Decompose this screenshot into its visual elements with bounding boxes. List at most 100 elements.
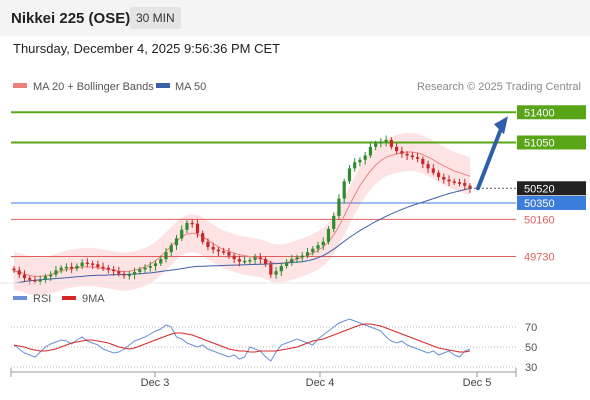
candle-body <box>374 143 378 147</box>
x-tick-label: Dec 5 <box>463 377 492 389</box>
rsi-tick-30: 30 <box>525 362 537 374</box>
candle-body <box>321 241 325 246</box>
candle-body <box>75 266 79 269</box>
candle-body <box>342 181 346 199</box>
rsi-legend-label: RSI <box>33 293 51 305</box>
candle-body <box>59 267 63 271</box>
ma50-line <box>13 187 471 284</box>
candle-body <box>237 259 241 262</box>
candle-body <box>290 259 294 263</box>
candle-body <box>389 139 393 147</box>
candle-body <box>311 248 315 253</box>
candle-body <box>17 270 21 275</box>
candle-body <box>232 255 236 260</box>
level-label-51050: 51050 <box>524 138 555 150</box>
last-price-tag <box>517 181 586 196</box>
candle-body <box>274 271 278 275</box>
candle-body <box>216 249 221 252</box>
candle-body <box>305 252 310 256</box>
candle-body <box>117 271 121 274</box>
candle-body <box>263 259 268 265</box>
candle-body <box>70 266 74 269</box>
ma50-legend-label: MA 50 <box>175 81 206 93</box>
candle-body <box>243 260 247 263</box>
candle-body <box>201 233 205 242</box>
instrument-title: Nikkei 225 (OSE) <box>11 10 131 27</box>
rsi-legend-swatch <box>13 296 27 300</box>
candle-body <box>258 257 262 260</box>
credit-label: Research © 2025 Trading Central <box>417 81 581 93</box>
rsi-tick-70: 70 <box>525 322 537 334</box>
candle-body <box>174 238 179 246</box>
rsi-tick-50: 50 <box>525 342 537 354</box>
level-label-49730: 49730 <box>524 252 555 264</box>
candle-body <box>91 263 95 265</box>
candle-body <box>96 264 100 267</box>
candle-body <box>353 162 357 169</box>
candle-body <box>190 222 194 225</box>
ma20-legend-label: MA 20 + Bollinger Bands <box>33 81 154 93</box>
timeframe-badge[interactable]: 30 MIN <box>130 7 181 29</box>
candle-body <box>300 255 304 258</box>
candle-body <box>269 264 273 275</box>
candle-body <box>442 177 446 180</box>
candle-body <box>122 273 126 276</box>
candle-body <box>457 182 462 184</box>
candle-body <box>279 266 283 272</box>
candle-body <box>138 269 142 273</box>
candle-body <box>347 168 352 182</box>
candle-body <box>384 139 388 142</box>
candle-body <box>363 155 367 160</box>
candle-body <box>284 262 289 266</box>
candle-body <box>227 252 231 256</box>
candle-body <box>463 183 467 186</box>
candle-body <box>410 155 414 158</box>
candle-body <box>452 181 456 183</box>
rsi-ma-legend-swatch <box>62 296 76 300</box>
candle-body <box>426 164 430 169</box>
candle-body <box>43 276 48 280</box>
candle-body <box>332 215 336 229</box>
candle-body <box>180 229 184 239</box>
candle-body <box>468 185 472 189</box>
candle-body <box>148 266 152 268</box>
level-tag-51400 <box>517 105 586 120</box>
candle-body <box>326 228 331 242</box>
candle-body <box>132 272 137 275</box>
candle-body <box>111 269 116 272</box>
candle-body <box>106 267 110 270</box>
candle-body <box>185 222 189 230</box>
candle-body <box>143 267 147 270</box>
candle-body <box>80 262 84 266</box>
candle-body <box>54 270 58 275</box>
target-arrow-head <box>494 116 508 135</box>
candle-body <box>85 262 89 265</box>
candle-body <box>33 279 37 282</box>
level-label-51400: 51400 <box>524 107 555 119</box>
candle-body <box>12 268 16 271</box>
level-label-50160: 50160 <box>524 214 555 226</box>
candle-body <box>253 257 257 260</box>
candle-body <box>49 274 53 277</box>
datetime-label: Thursday, December 4, 2025 9:56:36 PM CE… <box>13 41 281 56</box>
candle-body <box>211 247 215 250</box>
candle-body <box>447 179 451 182</box>
candle-body <box>395 146 399 152</box>
candle-body <box>28 278 32 280</box>
ma50-legend-swatch <box>156 83 170 88</box>
chart-header <box>0 0 590 36</box>
candle-body <box>153 263 158 266</box>
level-tag-50350 <box>517 195 586 210</box>
candle-body <box>64 266 69 269</box>
level-tag-51050 <box>517 135 586 150</box>
bollinger-band <box>14 133 470 296</box>
candle-body <box>222 251 226 253</box>
candle-body <box>38 279 42 282</box>
candle-body <box>368 146 373 156</box>
candle-body <box>195 223 200 234</box>
candle-body <box>400 151 404 154</box>
candle-body <box>431 168 435 173</box>
candle-body <box>358 159 362 163</box>
candle-body <box>169 245 173 253</box>
